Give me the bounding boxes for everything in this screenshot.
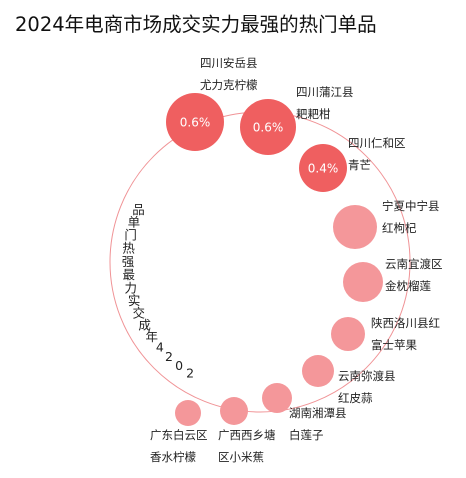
arc-label-char-5: 年 [145, 329, 158, 344]
arc-label-char-7: 交 [133, 306, 146, 321]
page-title: 2024年电商市场成交实力最强的热门单品 [15, 13, 377, 36]
arc-label-char-3: 2 [165, 349, 173, 364]
arc-label-char-9: 力 [124, 280, 137, 295]
region-label-3: 四川仁和区 [348, 136, 406, 150]
product-label-9: 区小米蕉 [218, 450, 264, 464]
arc-label-char-15: 品 [132, 202, 145, 217]
bubble-5 [343, 262, 383, 302]
bubble-value-label-2: 0.6% [253, 121, 284, 135]
arc-label-char-10: 最 [122, 267, 135, 282]
bubble-9 [220, 397, 248, 425]
product-label-1: 尤力克柠檬 [200, 78, 258, 92]
arc-label-char-12: 热 [122, 241, 135, 256]
bubble-10 [175, 400, 201, 426]
product-label-6: 富士苹果 [371, 338, 417, 352]
region-label-8: 湖南湘潭县 [289, 406, 347, 420]
arc-label-char-4: 4 [156, 340, 164, 355]
region-label-10: 广东白云区 [150, 428, 208, 442]
arc-label-char-6: 成 [138, 318, 151, 333]
product-label-5: 金枕榴莲 [385, 279, 431, 293]
arc-label-char-8: 实 [128, 293, 141, 308]
bubble-value-label-3: 0.4% [308, 162, 339, 176]
arc-label-char-2: 0 [175, 358, 183, 373]
arc-ring [109, 111, 411, 413]
arc-label-char-14: 单 [128, 214, 141, 229]
bubble-3 [299, 144, 347, 192]
region-label-5: 云南宜渡区 [385, 257, 443, 271]
bubble-4 [333, 205, 377, 249]
bubble-value-label-1: 0.6% [180, 116, 211, 130]
arc-label-char-1: 2 [186, 365, 194, 380]
bubble-2 [240, 99, 296, 155]
product-label-2: 耙耙柑 [296, 107, 331, 121]
region-label-6: 陕西洛川县红 [371, 316, 440, 330]
arc-label-char-13: 门 [124, 227, 137, 242]
product-label-7: 红皮蒜 [338, 391, 373, 405]
region-label-2: 四川蒲江县 [296, 85, 354, 99]
bubble-6 [331, 317, 365, 351]
product-label-4: 红枸杞 [382, 221, 417, 235]
product-label-8: 白莲子 [289, 428, 324, 442]
region-label-9: 广西西乡塘 [218, 428, 276, 442]
product-label-3: 青芒 [348, 158, 371, 172]
bubble-1 [166, 93, 224, 151]
bubble-7 [302, 355, 334, 387]
region-label-7: 云南弥渡县 [338, 369, 396, 383]
region-label-1: 四川安岳县 [200, 56, 258, 70]
region-label-4: 宁夏中宁县 [382, 199, 440, 213]
arc-label-char-11: 强 [122, 254, 135, 269]
bubble-8 [262, 383, 292, 413]
product-label-10: 香水柠檬 [150, 450, 196, 464]
